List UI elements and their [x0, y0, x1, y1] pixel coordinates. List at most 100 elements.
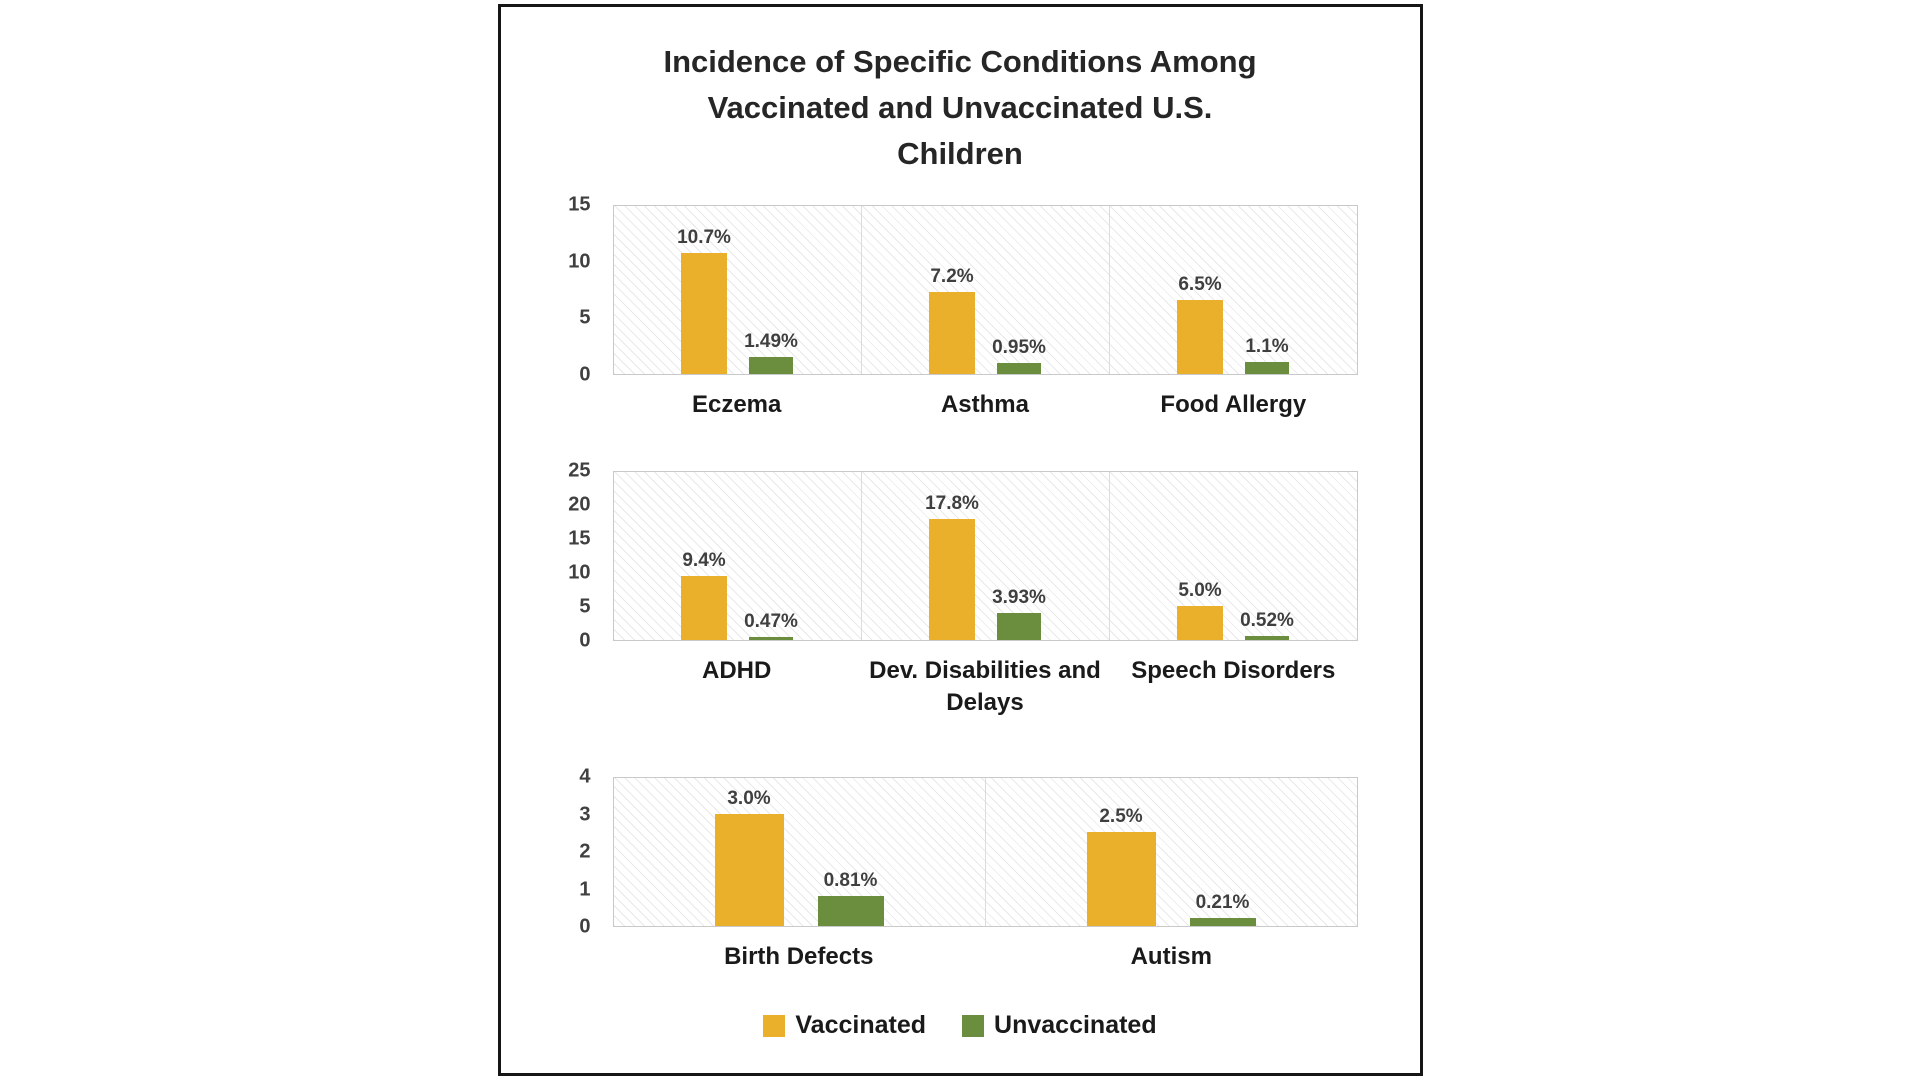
chart-panel-birth-defects-autism: 0 1 2 3 4 3.0% 0.81% 2.5% 0.21% Birth Defects Auti… [501, 766, 1420, 973]
category-label: Speech Disorders [1131, 657, 1336, 684]
chart-title-line-3: Children [897, 136, 1023, 171]
bar-value-label: 3.0% [727, 787, 771, 809]
category-label: Food Allergy [1160, 391, 1307, 418]
page-background: Incidence of Specific Conditions Among V… [0, 4, 1920, 1076]
y-tick-label: 10 [568, 561, 591, 584]
unvaccinated-bar-group: 1.1% [1245, 206, 1289, 374]
unvaccinated-bar [817, 895, 884, 926]
vaccinated-bar-group: 10.7% [677, 206, 731, 374]
y-axis: 0 1 2 3 4 [501, 766, 601, 938]
bar-value-label: 17.8% [925, 492, 979, 514]
bar-value-label: 0.52% [1240, 610, 1294, 632]
category-label: ADHD [702, 657, 772, 684]
vaccinated-bar [681, 252, 727, 374]
y-tick-label: 2 [579, 840, 591, 863]
plot-area: 9.4% 0.47% 17.8% 3.93% 5.0% 0.52% [612, 471, 1358, 641]
unvaccinated-bar [997, 363, 1041, 374]
chart-title: Incidence of Specific Conditions Among V… [501, 7, 1420, 177]
y-tick-label: 0 [579, 915, 591, 938]
vaccinated-bar-group: 6.5% [1177, 206, 1223, 374]
unvaccinated-bar [1245, 361, 1289, 374]
legend-item: Unvaccinated [962, 1011, 1157, 1040]
bar-value-label: 0.21% [1195, 892, 1250, 914]
bar-value-label: 2.5% [1099, 806, 1143, 828]
unvaccinated-bar-group: 0.47% [744, 472, 798, 640]
bar-value-label: 0.95% [992, 337, 1046, 359]
vaccinated-bar-group: 9.4% [681, 472, 727, 640]
plot-area: 10.7% 1.49% 7.2% 0.95% 6.5% 1.1% [612, 205, 1358, 375]
chart-panel-allergic-conditions: 0 5 10 15 10.7% 1.49% 7.2% 0.95% 6.5% 1.1% Eczema A… [501, 194, 1420, 421]
legend-label: Vaccinated [795, 1011, 927, 1039]
y-tick-label: 15 [568, 193, 591, 216]
vaccinated-bar [681, 576, 727, 640]
bar-value-label: 0.47% [744, 610, 798, 632]
legend-swatch [962, 1014, 985, 1037]
plot-row: 0 5 10 15 20 25 9.4% 0.47% 17.8% 3.93% 5.0% 0.52% [501, 460, 1420, 652]
bar-value-label: 5.0% [1178, 580, 1222, 601]
y-tick-label: 20 [568, 493, 591, 516]
unvaccinated-bar-group: 3.93% [992, 472, 1046, 640]
vaccinated-bar-group: 2.5% [1086, 778, 1156, 926]
plot-row: 0 1 2 3 4 3.0% 0.81% 2.5% 0.21% [501, 766, 1420, 938]
category-cell: 6.5% 1.1% [1110, 206, 1357, 374]
plot-row: 0 5 10 15 10.7% 1.49% 7.2% 0.95% 6.5% 1.1% [501, 194, 1420, 386]
bar-value-label: 9.4% [682, 550, 726, 572]
unvaccinated-bar [1189, 918, 1256, 926]
category-label: Eczema [691, 391, 782, 418]
vaccinated-bar [1177, 300, 1223, 374]
vaccinated-bar [1177, 606, 1223, 640]
category-labels: ADHD Dev. Disabilities and Delays Speech D… [613, 655, 1358, 719]
category-cell: 17.8% 3.93% [862, 472, 1110, 640]
category-cell: 2.5% 0.21% [986, 778, 1357, 926]
vaccinated-bar-group: 7.2% [929, 206, 975, 374]
chart-title-line-1: Incidence of Specific Conditions Among [663, 44, 1257, 79]
y-tick-label: 1 [579, 878, 591, 900]
legend: Vaccinated Unvaccinated [501, 1011, 1420, 1040]
y-axis: 0 5 10 15 20 25 [501, 460, 601, 652]
y-tick-label: 5 [579, 306, 591, 329]
category-cell: 9.4% 0.47% [614, 472, 862, 640]
vaccinated-bar-group: 3.0% [714, 778, 784, 926]
vaccinated-bar-group: 5.0% [1177, 472, 1223, 640]
chart-panel-developmental-conditions: 0 5 10 15 20 25 9.4% 0.47% 17.8% 3.93% 5.0% 0.52% AD… [501, 460, 1420, 719]
legend-label: Unvaccinated [994, 1011, 1157, 1039]
unvaccinated-bar [997, 613, 1041, 640]
y-tick-label: 15 [568, 527, 591, 550]
category-labels: Eczema Asthma Food Allergy [613, 389, 1358, 421]
plot-area: 3.0% 0.81% 2.5% 0.21% [612, 777, 1358, 927]
category-label: Birth Defects [724, 943, 874, 970]
y-tick-label: 25 [568, 459, 591, 482]
y-tick-label: 3 [579, 803, 591, 825]
vaccinated-bar [714, 813, 784, 926]
chart-title-line-2: Vaccinated and Unvaccinated U.S. [707, 90, 1213, 125]
unvaccinated-bar-group: 0.95% [992, 206, 1046, 374]
category-labels: Birth Defects Autism [613, 941, 1358, 973]
vaccinated-bar [1086, 832, 1156, 926]
vaccinated-bar [929, 518, 975, 640]
bar-value-label: 7.2% [930, 266, 974, 288]
bar-value-label: 1.1% [1245, 335, 1289, 357]
y-tick-label: 0 [579, 629, 591, 652]
category-cell: 7.2% 0.95% [862, 206, 1110, 374]
bar-value-label: 0.81% [823, 869, 878, 891]
unvaccinated-bar [749, 357, 793, 374]
unvaccinated-bar-group: 0.81% [817, 778, 884, 926]
category-cell: 3.0% 0.81% [614, 778, 986, 926]
category-cell: 5.0% 0.52% [1110, 472, 1357, 640]
unvaccinated-bar [1245, 636, 1289, 640]
unvaccinated-bar-group: 0.52% [1240, 472, 1294, 640]
bar-value-label: 3.93% [992, 587, 1046, 609]
y-tick-label: 10 [568, 250, 591, 273]
vaccinated-bar [929, 292, 975, 374]
bar-value-label: 6.5% [1178, 274, 1222, 296]
y-axis: 0 5 10 15 [501, 194, 601, 386]
bar-value-label: 1.49% [744, 331, 798, 353]
unvaccinated-bar [749, 636, 793, 640]
chart-figure: Incidence of Specific Conditions Among V… [497, 4, 1423, 1076]
unvaccinated-bar-group: 0.21% [1189, 778, 1256, 926]
bar-value-label: 10.7% [677, 226, 731, 248]
category-cell: 10.7% 1.49% [614, 206, 862, 374]
legend-swatch [763, 1014, 786, 1037]
category-label: Autism [1130, 943, 1212, 970]
y-tick-label: 0 [579, 363, 591, 386]
